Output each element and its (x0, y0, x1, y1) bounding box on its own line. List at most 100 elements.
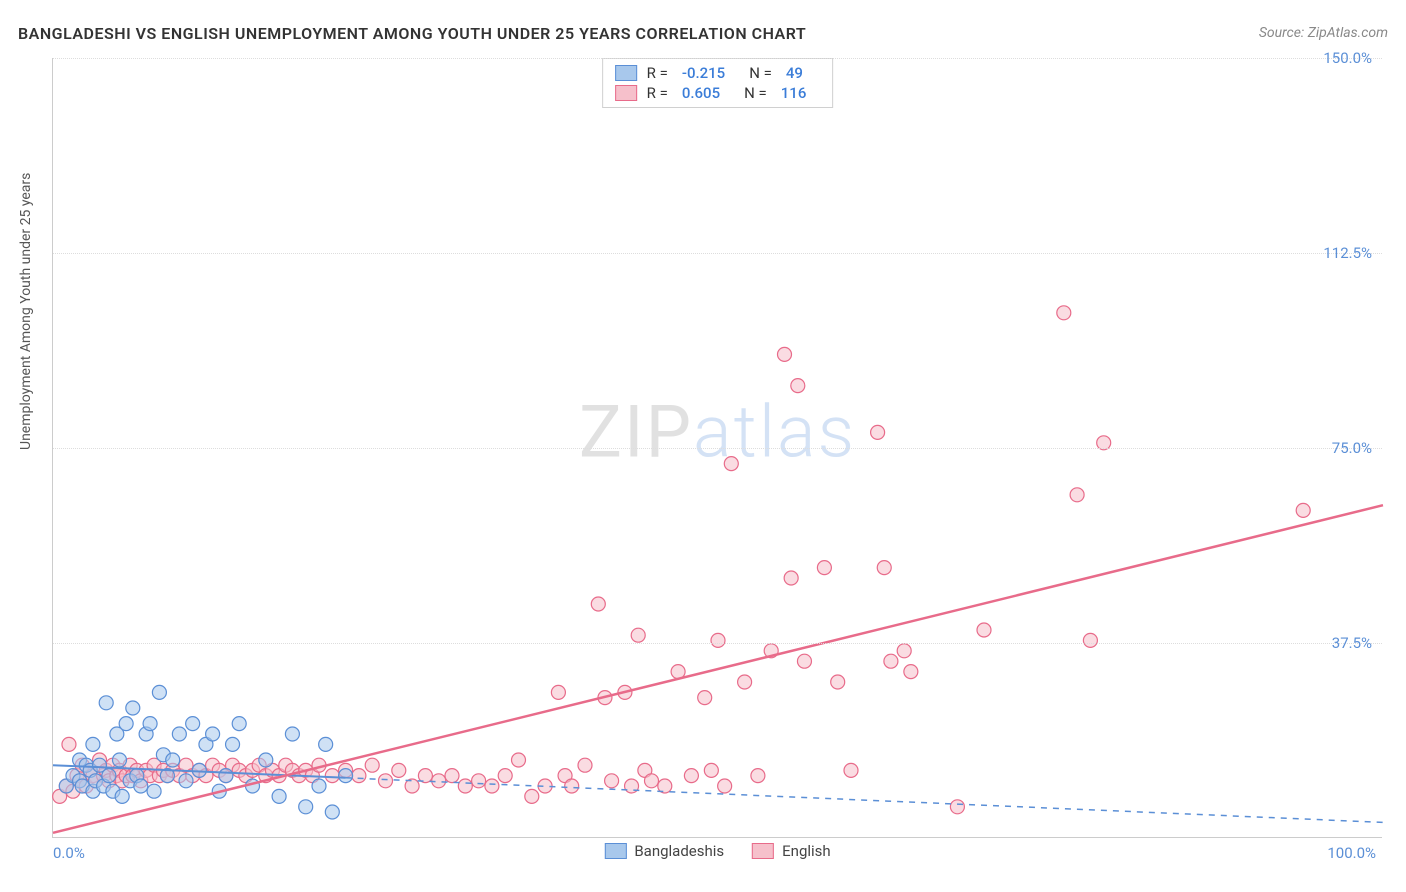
y-tick-label: 112.5% (1323, 244, 1372, 262)
scatter-point (62, 737, 76, 751)
scatter-point (219, 769, 233, 783)
scatter-point (312, 779, 326, 793)
scatter-point (724, 457, 738, 471)
scatter-point (977, 623, 991, 637)
scatter-point (285, 727, 299, 741)
series-legend-item: English (752, 842, 831, 860)
scatter-point (458, 779, 472, 793)
scatter-point (704, 763, 718, 777)
scatter-point (884, 654, 898, 668)
series-legend: Bangladeshis English (604, 842, 830, 860)
y-tick-label: 150.0% (1323, 49, 1372, 67)
legend-n-label: N = (744, 84, 767, 102)
scatter-point (784, 571, 798, 585)
scatter-point (512, 753, 526, 767)
scatter-point (325, 769, 339, 783)
y-axis-label: Unemployment Among Youth under 25 years (18, 173, 34, 450)
scatter-point (379, 774, 393, 788)
scatter-point (778, 347, 792, 361)
scatter-point (684, 769, 698, 783)
scatter-point (797, 654, 811, 668)
scatter-point (711, 633, 725, 647)
scatter-point (102, 769, 116, 783)
scatter-point (525, 789, 539, 803)
scatter-point (551, 685, 565, 699)
scatter-point (897, 644, 911, 658)
scatter-point (115, 789, 129, 803)
scatter-point (698, 691, 712, 705)
scatter-point (339, 769, 353, 783)
legend-n-label: N = (749, 64, 772, 82)
legend-swatch (615, 65, 637, 81)
correlation-legend-row: R = -0.215 N = 49 (615, 63, 821, 83)
gridline (53, 643, 1382, 644)
gridline (53, 448, 1382, 449)
legend-r-label: R = (647, 84, 668, 102)
x-tick-label: 0.0% (53, 844, 85, 862)
chart-header: BANGLADESHI VS ENGLISH UNEMPLOYMENT AMON… (18, 18, 1388, 48)
legend-r-value: -0.215 (682, 64, 725, 82)
scatter-point (113, 753, 127, 767)
scatter-point (392, 763, 406, 777)
y-tick-label: 75.0% (1332, 439, 1372, 457)
y-tick-label: 37.5% (1332, 634, 1372, 652)
scatter-point (352, 769, 366, 783)
trend-line-dashed (346, 778, 1383, 823)
scatter-point (831, 675, 845, 689)
scatter-point (1070, 488, 1084, 502)
scatter-point (365, 758, 379, 772)
legend-r-label: R = (647, 64, 668, 82)
scatter-point (319, 737, 333, 751)
scatter-point (232, 717, 246, 731)
scatter-point (99, 696, 113, 710)
scatter-point (631, 628, 645, 642)
scatter-point (485, 779, 499, 793)
scatter-point (817, 561, 831, 575)
scatter-point (445, 769, 459, 783)
scatter-point (186, 717, 200, 731)
legend-swatch (752, 843, 774, 859)
scatter-point (152, 685, 166, 699)
scatter-point (591, 597, 605, 611)
scatter-point (472, 774, 486, 788)
scatter-point (206, 727, 220, 741)
x-tick-label: 100.0% (1327, 844, 1376, 862)
chart-title: BANGLADESHI VS ENGLISH UNEMPLOYMENT AMON… (18, 24, 806, 43)
scatter-point (432, 774, 446, 788)
scatter-point (172, 727, 186, 741)
scatter-point (226, 737, 240, 751)
scatter-point (605, 774, 619, 788)
scatter-point (126, 701, 140, 715)
scatter-point (1083, 633, 1097, 647)
scatter-point (134, 779, 148, 793)
scatter-point (143, 717, 157, 731)
chart-source: Source: ZipAtlas.com (1259, 25, 1388, 41)
scatter-point (904, 665, 918, 679)
scatter-point (86, 737, 100, 751)
chart-plot-area: ZIPatlas R =-0.215N =49R =0.605N =116 37… (52, 58, 1382, 838)
legend-r-value: 0.605 (682, 84, 720, 102)
scatter-point (871, 425, 885, 439)
scatter-point (1057, 306, 1071, 320)
scatter-point (259, 753, 273, 767)
scatter-point (179, 774, 193, 788)
series-legend-label: Bangladeshis (634, 842, 724, 860)
scatter-point (718, 779, 732, 793)
scatter-point (751, 769, 765, 783)
scatter-point (166, 753, 180, 767)
scatter-point (498, 769, 512, 783)
scatter-point (844, 763, 858, 777)
scatter-point (877, 561, 891, 575)
scatter-point (325, 805, 339, 819)
scatter-point (645, 774, 659, 788)
legend-n-value: 49 (786, 64, 803, 82)
scatter-point (272, 789, 286, 803)
gridline (53, 58, 1382, 59)
scatter-point (565, 779, 579, 793)
scatter-point (738, 675, 752, 689)
correlation-legend: R =-0.215N =49R =0.605N =116 (602, 58, 834, 108)
scatter-point (119, 717, 133, 731)
scatter-point (299, 800, 313, 814)
scatter-point (950, 800, 964, 814)
series-legend-item: Bangladeshis (604, 842, 724, 860)
